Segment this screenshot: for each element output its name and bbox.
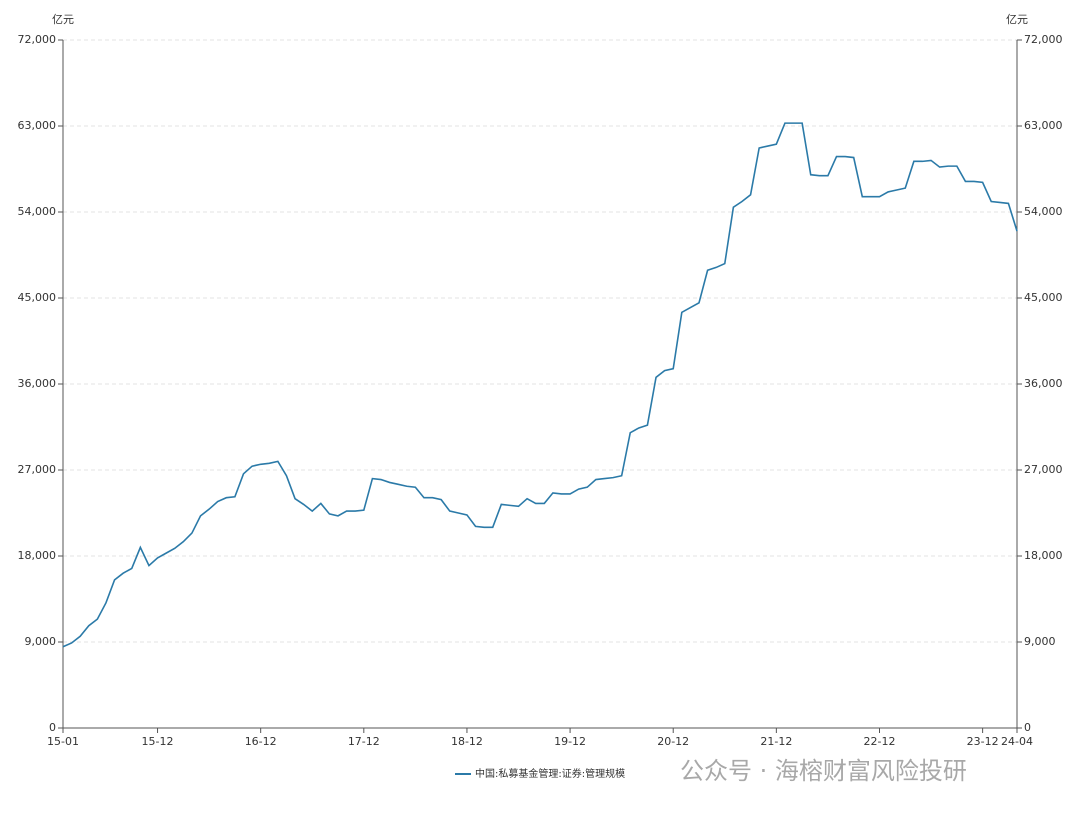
unit-left: 亿元 (52, 13, 74, 26)
x-tick-label: 23-12 (967, 735, 999, 748)
x-tick-label: 24-04 (1001, 735, 1033, 748)
y-tick-label: 27,000 (18, 463, 57, 476)
y-tick-label: 9,000 (25, 635, 57, 648)
y2-tick-label: 54,000 (1024, 205, 1063, 218)
y2-tick-label: 27,000 (1024, 463, 1063, 476)
x-tick-label: 19-12 (554, 735, 586, 748)
y2-tick-label: 63,000 (1024, 119, 1063, 132)
y-tick-label: 72,000 (18, 33, 57, 46)
x-tick-label: 15-01 (47, 735, 79, 748)
y2-tick-label: 72,000 (1024, 33, 1063, 46)
x-tick-label: 18-12 (451, 735, 483, 748)
x-tick-label: 17-12 (348, 735, 380, 748)
y2-tick-label: 36,000 (1024, 377, 1063, 390)
y-tick-label: 63,000 (18, 119, 57, 132)
y2-tick-label: 0 (1024, 721, 1031, 734)
legend-label: 中国:私募基金管理:证券:管理规模 (475, 767, 625, 780)
y-tick-label: 0 (49, 721, 56, 734)
x-tick-label: 21-12 (760, 735, 792, 748)
y-tick-label: 18,000 (18, 549, 57, 562)
y-tick-label: 54,000 (18, 205, 57, 218)
x-tick-label: 20-12 (657, 735, 689, 748)
y2-tick-label: 45,000 (1024, 291, 1063, 304)
watermark: 公众号 · 海榕财富风险投研 (680, 757, 967, 785)
y2-tick-label: 18,000 (1024, 549, 1063, 562)
x-tick-label: 22-12 (864, 735, 896, 748)
unit-right: 亿元 (1006, 13, 1028, 26)
y2-tick-label: 9,000 (1024, 635, 1056, 648)
y-tick-label: 45,000 (18, 291, 57, 304)
line-series (62, 122, 1018, 648)
x-tick-label: 15-12 (142, 735, 174, 748)
x-tick-label: 16-12 (245, 735, 277, 748)
y-tick-label: 36,000 (18, 377, 57, 390)
